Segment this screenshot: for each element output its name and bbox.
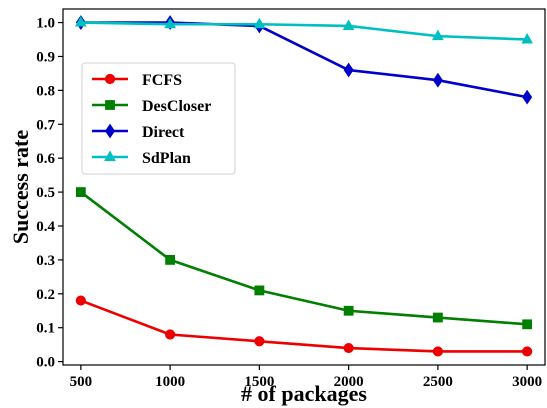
legend-marker-fcfs — [104, 73, 116, 85]
y-axis: 0.0 0.1 0.2 0.3 0.4 0.5 0.6 0.7 0.8 0.9 1.0 — [36, 16, 63, 371]
data-point-sdplan — [521, 32, 533, 44]
legend-label-fcfs: FCFS — [142, 72, 182, 89]
legend-label-sdplan: SdPlan — [142, 150, 191, 167]
series-fcfs — [75, 295, 533, 357]
y-tick-label: 0.6 — [36, 151, 55, 167]
data-point-fcfs — [522, 346, 533, 357]
data-point-sdplan — [432, 29, 444, 41]
data-point-sdplan — [75, 16, 87, 27]
data-point-sdplan — [164, 17, 176, 29]
x-axis-title: # of packages — [241, 381, 367, 406]
legend-label-direct: Direct — [142, 124, 185, 141]
x-tick-label: 500 — [70, 374, 93, 390]
legend-entries: FCFS DesCloser Direct SdPlan — [92, 72, 211, 167]
data-point-sdplan — [253, 17, 266, 29]
data-point-sdplan — [342, 19, 355, 30]
y-tick-label: 0.3 — [36, 253, 55, 269]
data-point-direct — [432, 72, 443, 88]
series-line-direct — [80, 21, 528, 99]
data-point-descloser — [522, 319, 533, 330]
legend-label-descloser: DesCloser — [142, 98, 211, 115]
y-tick-label: 0.0 — [36, 355, 55, 371]
y-tick-label: 0.5 — [36, 185, 55, 201]
data-point-fcfs — [432, 346, 443, 357]
data-point-fcfs — [165, 329, 176, 340]
data-point-fcfs — [75, 295, 86, 306]
y-tick-label: 1.0 — [36, 16, 55, 32]
x-axis: 500 1000 1500 2000 2500 3000 — [70, 365, 542, 390]
data-point-descloser — [75, 187, 86, 197]
series-layer — [75, 15, 533, 357]
legend-marker-sdplan — [104, 150, 116, 161]
y-tick-label: 0.9 — [36, 49, 55, 65]
data-point-direct — [343, 62, 354, 78]
legend-entry-sdplan: SdPlan — [92, 150, 191, 167]
y-axis-title: Success rate — [8, 130, 33, 244]
legend: FCFS DesCloser Direct SdPlan — [81, 62, 236, 175]
legend-entry-direct: Direct — [92, 123, 185, 141]
series-line-fcfs — [80, 299, 528, 353]
x-tick-label: 2000 — [334, 374, 364, 390]
legend-marker-direct — [104, 123, 116, 139]
series-sdplan — [75, 16, 533, 44]
data-point-descloser — [343, 305, 354, 316]
y-tick-label: 0.7 — [36, 117, 55, 133]
y-tick-label: 0.1 — [36, 321, 55, 337]
y-tick-label: 0.4 — [36, 219, 55, 235]
series-descloser — [75, 187, 533, 330]
series-line-sdplan — [80, 21, 528, 41]
data-point-fcfs — [254, 336, 265, 347]
data-point-descloser — [165, 254, 176, 265]
series-line-descloser — [80, 191, 528, 326]
legend-entry-fcfs: FCFS — [92, 72, 182, 89]
legend-entry-descloser: DesCloser — [92, 98, 211, 115]
data-point-fcfs — [343, 342, 354, 354]
legend-frame — [81, 62, 236, 175]
x-tick-label: 3000 — [512, 374, 542, 390]
plot-area-frame — [62, 8, 546, 366]
legend-marker-descloser — [105, 100, 115, 110]
x-tick-label: 2500 — [423, 374, 453, 390]
data-point-descloser — [254, 285, 265, 296]
data-point-direct — [522, 89, 533, 105]
y-tick-label: 0.2 — [36, 287, 55, 303]
y-tick-label: 0.8 — [36, 83, 55, 99]
data-point-descloser — [432, 312, 443, 323]
x-tick-label: 1500 — [244, 374, 274, 390]
x-tick-label: 1000 — [155, 374, 185, 390]
